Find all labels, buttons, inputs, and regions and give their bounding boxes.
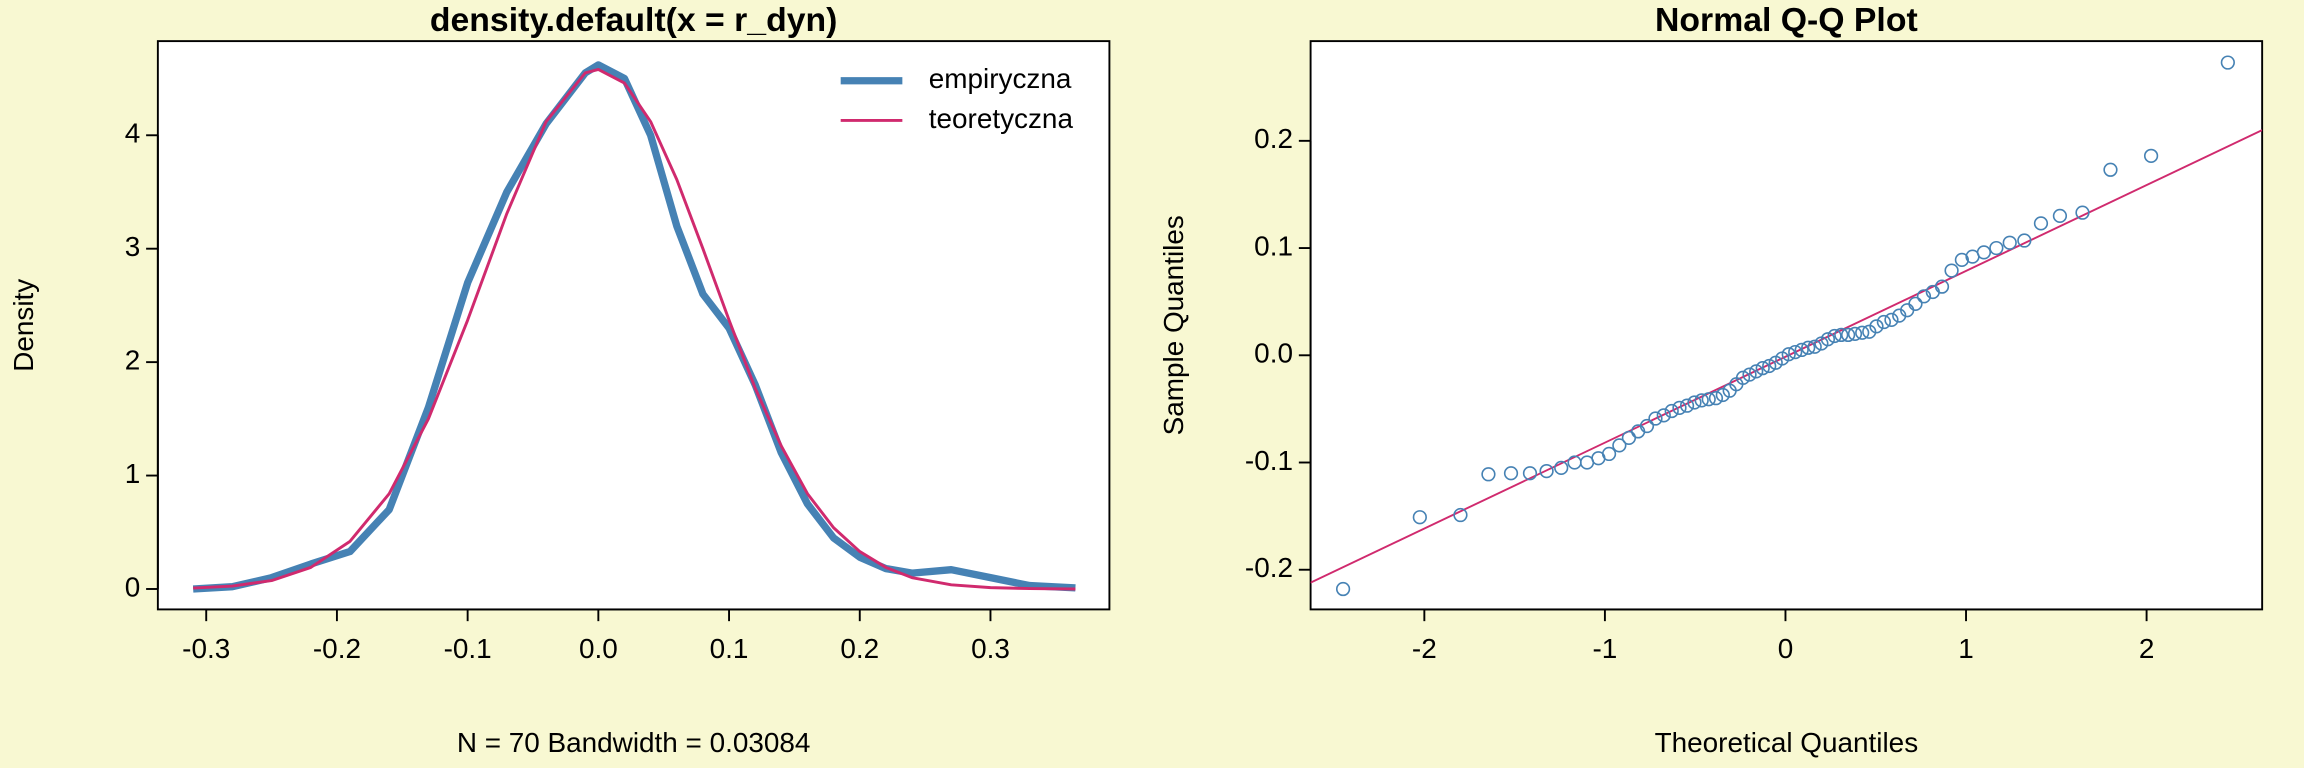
x-axis-label: N = 70 Bandwidth = 0.03084 — [457, 727, 811, 758]
point — [1749, 364, 1764, 379]
point — [1855, 325, 1870, 340]
point — [1807, 339, 1822, 354]
point — [1648, 411, 1663, 426]
density-line — [192, 61, 1076, 593]
point — [1601, 446, 1617, 462]
point — [1656, 408, 1671, 423]
point — [1834, 327, 1849, 343]
x-tick-label: 1 — [1958, 633, 1974, 664]
point — [1989, 240, 2004, 256]
point — [1503, 466, 1519, 481]
point — [1794, 342, 1809, 358]
point — [1801, 340, 1816, 355]
point — [1755, 361, 1770, 376]
x-tick-label: 0.0 — [579, 633, 618, 664]
point — [2103, 162, 2118, 177]
y-tick-label: 4 — [125, 118, 141, 149]
point — [1954, 252, 1969, 267]
point — [1876, 314, 1891, 330]
point — [1522, 466, 1538, 481]
point — [1827, 328, 1842, 344]
reference-line — [1310, 129, 2263, 584]
point — [1701, 392, 1716, 407]
x-tick-label: 0.3 — [971, 633, 1010, 664]
point — [2052, 208, 2068, 224]
point — [1453, 507, 1468, 523]
point — [2033, 216, 2049, 231]
y-axis-label: Density — [8, 279, 39, 372]
point — [1788, 344, 1803, 360]
point — [1679, 398, 1695, 413]
y-axis-label: Sample Quantiles — [1158, 215, 1189, 435]
point — [1934, 279, 1950, 294]
y-tick-label: 0.0 — [1254, 338, 1293, 369]
x-tick-label: -2 — [1412, 633, 1437, 664]
point — [1735, 370, 1751, 385]
y-tick-label: 3 — [125, 231, 141, 262]
point — [1976, 245, 1992, 260]
point — [1869, 319, 1884, 334]
chart-title: Normal Q-Q Plot — [1655, 1, 1918, 39]
point — [2143, 148, 2159, 163]
point — [1672, 400, 1687, 415]
legend-label: teoretyczna — [929, 103, 1074, 134]
x-tick-label: -1 — [1593, 633, 1618, 664]
point — [1639, 418, 1655, 434]
point — [1884, 312, 1899, 328]
point — [1820, 332, 1836, 347]
x-tick-label: -0.2 — [313, 633, 361, 664]
y-tick-label: 0 — [125, 571, 141, 602]
point — [1664, 403, 1679, 419]
point — [2002, 235, 2017, 250]
point — [1742, 367, 1757, 382]
point — [1862, 324, 1877, 339]
x-axis-label: Theoretical Quantiles — [1655, 727, 1919, 758]
point — [1539, 463, 1554, 479]
plot-area — [156, 40, 1111, 611]
legend-label: empiryczna — [929, 63, 1072, 94]
point — [1762, 358, 1777, 374]
x-tick-label: 2 — [2139, 633, 2155, 664]
point — [1944, 263, 1959, 278]
point — [1412, 510, 1427, 525]
y-tick-label: -0.1 — [1245, 445, 1293, 476]
chart-title: density.default(x = r_dyn) — [430, 1, 837, 39]
point — [1908, 296, 1923, 311]
plot-area — [1309, 40, 2264, 611]
y-tick-label: 1 — [125, 458, 141, 489]
x-tick-label: -0.1 — [444, 633, 492, 664]
point — [1708, 391, 1724, 406]
point — [1612, 438, 1627, 453]
point — [2220, 55, 2235, 70]
y-tick-label: 2 — [125, 345, 141, 376]
point — [1554, 460, 1569, 475]
chart: Normal Q-Q Plot Theoretical Quantiles Samp… — [1158, 1, 2264, 758]
point — [1481, 467, 1496, 482]
point — [2075, 205, 2090, 220]
chart: density.default(x = r_dyn) N = 70 Bandwid… — [8, 1, 1111, 758]
point — [1694, 393, 1709, 408]
y-tick-label: 0.1 — [1254, 230, 1293, 261]
point — [1715, 387, 1730, 403]
density-line — [193, 68, 1076, 591]
x-tick-label: 0.1 — [710, 633, 749, 664]
y-tick-label: -0.2 — [1245, 552, 1293, 583]
x-tick-label: 0 — [1778, 633, 1794, 664]
y-tick-label: 0.2 — [1254, 123, 1293, 154]
point — [1687, 395, 1702, 410]
point — [1916, 289, 1932, 304]
point — [1841, 327, 1856, 343]
point — [1335, 581, 1351, 597]
x-tick-label: 0.2 — [840, 633, 879, 664]
x-tick-label: -0.3 — [182, 633, 230, 664]
point — [1847, 326, 1863, 341]
point — [1781, 347, 1796, 362]
point — [2017, 233, 2032, 248]
